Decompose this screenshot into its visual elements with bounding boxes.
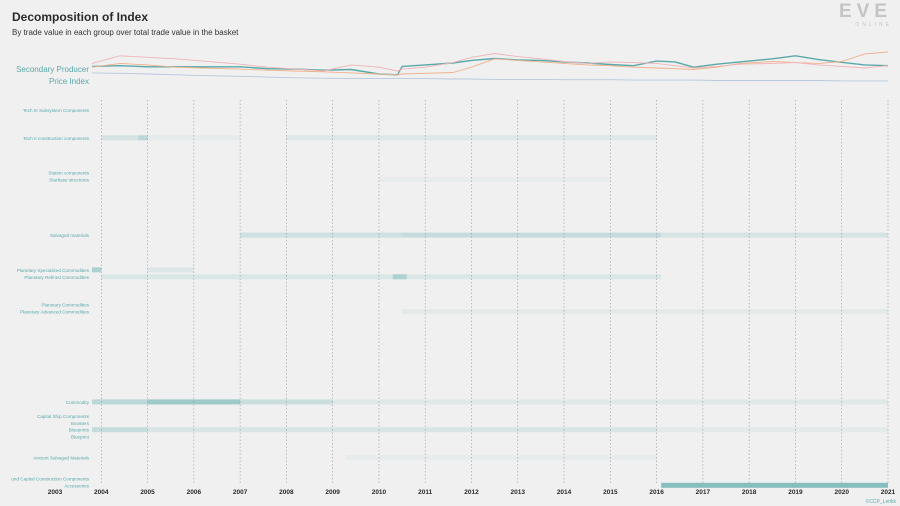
index-label: Secondary Producer xyxy=(16,65,89,74)
heatmap-cell xyxy=(661,482,888,488)
row-label: Accessories xyxy=(64,483,89,488)
index-series-line xyxy=(91,72,888,82)
x-tick-label: 2019 xyxy=(788,489,803,496)
x-tick-label: 2014 xyxy=(557,489,572,496)
heatmap-cell xyxy=(147,135,241,141)
row-label: Blueprints xyxy=(69,428,90,433)
x-tick-label: 2005 xyxy=(140,489,155,496)
heatmap-cell xyxy=(402,309,888,315)
heatmap-cell xyxy=(92,267,102,273)
heatmap-cell xyxy=(402,232,662,238)
x-tick-label: 2021 xyxy=(881,489,896,496)
x-tick-label: 2020 xyxy=(834,489,849,496)
x-tick-label: 2011 xyxy=(418,489,432,496)
index-label: Price Index xyxy=(49,77,89,86)
row-label: Commodity xyxy=(66,400,90,405)
index-series-line xyxy=(91,53,889,72)
x-tick-label: 2016 xyxy=(649,489,664,496)
eve-online-logo: EVE ONLINE xyxy=(838,1,892,29)
x-tick-label: 2010 xyxy=(372,489,387,496)
row-label: Boosters xyxy=(71,421,90,426)
x-tick-label: 2012 xyxy=(464,489,479,496)
index-series-line xyxy=(91,55,889,76)
heatmap-cell xyxy=(661,232,888,238)
x-tick-label: 2003 xyxy=(48,489,63,496)
heatmap-cell xyxy=(240,399,333,405)
row-label: Station components xyxy=(48,171,89,176)
index-series-line xyxy=(91,51,889,76)
row-label: Tech III Subsystem Components xyxy=(23,108,90,113)
row-label: Planetary Commodities xyxy=(42,303,90,308)
heatmap-cell xyxy=(147,267,194,273)
row-label: und Capital Construction Components xyxy=(11,476,89,481)
heatmap-cell xyxy=(101,274,662,280)
row-label: Planetary Advanced Commodities xyxy=(20,310,90,315)
x-tick-label: 2004 xyxy=(94,489,109,496)
heatmap-cell xyxy=(392,274,407,280)
row-label: Capital Ship Components xyxy=(37,414,90,419)
heatmap-cell xyxy=(147,427,657,433)
x-tick-label: 2009 xyxy=(325,489,340,496)
row-label: Salvaged materials xyxy=(50,233,90,238)
row-label: Ancient Salvaged Materials xyxy=(33,456,89,461)
heatmap-cell xyxy=(286,135,657,141)
row-label: Planetary Specialized Commodities xyxy=(17,268,90,273)
row-label: Starbase structures xyxy=(49,178,90,183)
author-credit: ©CCP_Lerikk xyxy=(865,499,896,505)
row-label: Tech II construction components xyxy=(23,136,90,141)
heatmap-cell xyxy=(346,455,657,460)
heatmap-cell xyxy=(240,232,403,238)
chart-subtitle: By trade value in each group over total … xyxy=(12,28,239,37)
chart-title: Decomposition of Index xyxy=(12,10,149,24)
row-label: Planetary Refined Commodities xyxy=(24,275,89,280)
x-tick-label: 2007 xyxy=(233,489,248,496)
x-tick-label: 2013 xyxy=(511,489,526,496)
heatmap-cell xyxy=(138,135,148,141)
heatmap-cell xyxy=(656,427,888,433)
logo-main-text: EVE xyxy=(838,1,892,22)
x-tick-label: 2018 xyxy=(742,489,757,496)
logo-sub-text: ONLINE xyxy=(855,22,892,28)
heatmap-cell xyxy=(378,177,611,182)
heatmap-cell xyxy=(92,427,148,433)
x-tick-label: 2017 xyxy=(696,489,711,496)
heatmap-cell xyxy=(101,135,139,141)
x-tick-label: 2008 xyxy=(279,489,294,496)
row-label: Blueprint xyxy=(71,435,90,440)
heatmap-cell xyxy=(332,399,889,405)
heatmap-cell xyxy=(147,399,241,405)
x-tick-label: 2006 xyxy=(187,489,202,496)
heatmap-cell xyxy=(92,399,148,405)
x-tick-label: 2015 xyxy=(603,489,618,496)
